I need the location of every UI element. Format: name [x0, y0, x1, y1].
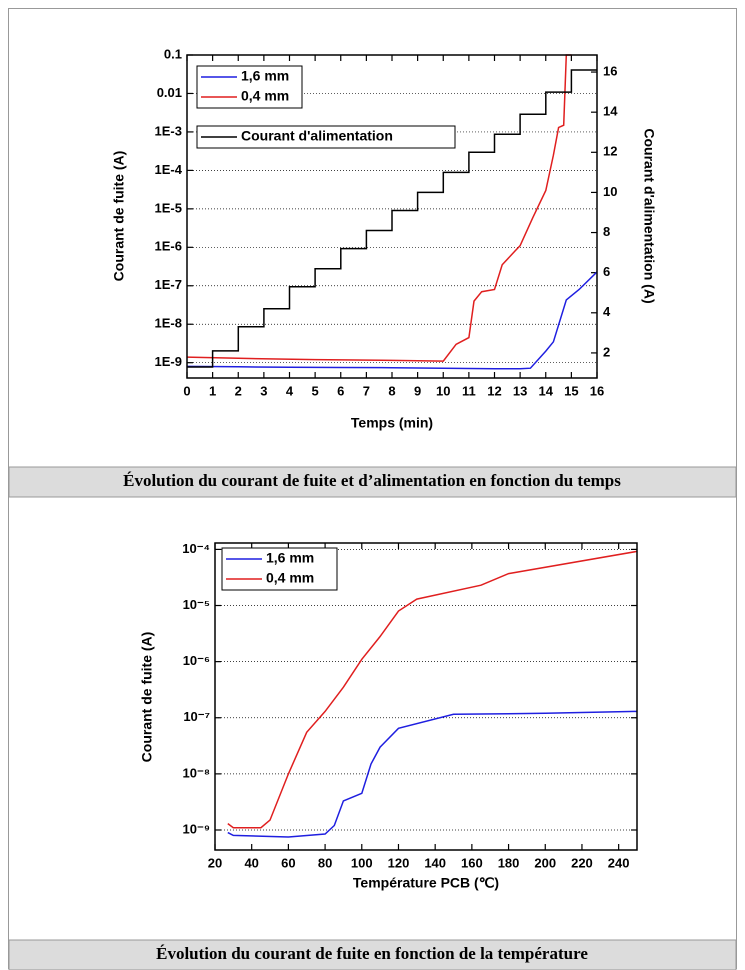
legend-label: 0,4 mm [241, 88, 289, 104]
x-tick-label: 2 [235, 383, 242, 398]
caption-bar [8, 939, 737, 970]
y-tick-label: 10⁻⁶ [183, 653, 210, 668]
y-tick-label: 1E-3 [155, 123, 182, 138]
y-tick-label: 10⁻⁸ [183, 765, 210, 780]
y-tick-label: 1E-7 [155, 277, 182, 292]
x-tick-label: 8 [388, 383, 395, 398]
y-tick-label: 10⁻⁴ [182, 541, 210, 556]
x-tick-label: 100 [351, 855, 373, 870]
x-tick-label: 5 [312, 383, 319, 398]
x-tick-label: 0 [183, 383, 190, 398]
y-tick-label: 0.01 [157, 85, 182, 100]
x-tick-label: 16 [590, 383, 604, 398]
y2-tick-label: 4 [603, 304, 611, 319]
legend-box [196, 65, 303, 109]
y2-tick-label: 8 [603, 224, 610, 239]
x-tick-label: 120 [388, 855, 410, 870]
x-tick-label: 40 [244, 855, 258, 870]
x-tick-label: 3 [260, 383, 267, 398]
series-line [227, 550, 637, 829]
x-tick-label: 9 [414, 383, 421, 398]
x-tick-label: 12 [487, 383, 501, 398]
y-tick-label: 10⁻⁵ [183, 597, 210, 612]
y-tick-label: 10⁻⁹ [183, 821, 211, 836]
x-tick-label: 200 [534, 855, 556, 870]
x-tick-label: 15 [564, 383, 578, 398]
x-tick-label: 220 [571, 855, 593, 870]
legend-box [221, 547, 338, 591]
y-tick-label: 1E-9 [155, 354, 182, 369]
y2-tick-label: 12 [603, 144, 617, 159]
x-tick-label: 20 [208, 855, 222, 870]
x-axis-label: Température PCB (℃) [353, 875, 499, 891]
legend-label: Courant d'alimentation [241, 128, 393, 144]
x-tick-label: 14 [539, 383, 554, 398]
series-line [227, 710, 637, 838]
x-tick-label: 13 [513, 383, 527, 398]
x-axis-label: Temps (min) [351, 415, 433, 431]
legend-box [196, 125, 456, 149]
y2-tick-label: 16 [603, 63, 617, 78]
x-tick-label: 240 [608, 855, 630, 870]
x-tick-label: 10 [436, 383, 450, 398]
series-line [187, 271, 597, 370]
x-tick-label: 140 [424, 855, 446, 870]
legend-label: 0,4 mm [266, 570, 314, 586]
y2-tick-label: 14 [603, 104, 618, 119]
x-tick-label: 7 [363, 383, 370, 398]
x-tick-label: 4 [286, 383, 294, 398]
y-tick-label: 1E-8 [155, 316, 182, 331]
x-tick-label: 60 [281, 855, 295, 870]
caption-bar [8, 466, 737, 498]
x-tick-label: 6 [337, 383, 344, 398]
y-tick-label: 0.1 [164, 46, 182, 61]
y-axis-label: Courant de fuite (A) [139, 632, 155, 763]
y2-axis-label: Courant d'alimentation (A) [641, 128, 657, 303]
y2-tick-label: 6 [603, 264, 610, 279]
y2-tick-label: 10 [603, 184, 617, 199]
y-axis-label: Courant de fuite (A) [111, 151, 127, 282]
y-tick-label: 1E-6 [155, 239, 182, 254]
plot-frame [214, 542, 638, 851]
series-line [187, 69, 597, 368]
legend-label: 1,6 mm [241, 68, 289, 84]
plot-frame [186, 54, 598, 379]
y-tick-label: 1E-4 [155, 162, 183, 177]
y2-tick-label: 2 [603, 344, 610, 359]
x-tick-label: 160 [461, 855, 483, 870]
x-tick-label: 180 [498, 855, 520, 870]
x-tick-label: 11 [462, 383, 476, 398]
caption: Évolution du courant de fuite et d’alime… [123, 471, 621, 490]
x-tick-label: 80 [318, 855, 332, 870]
caption: Évolution du courant de fuite en fonctio… [156, 944, 588, 963]
y-tick-label: 10⁻⁷ [183, 709, 210, 724]
y-tick-label: 1E-5 [155, 200, 182, 215]
x-tick-label: 1 [209, 383, 216, 398]
series-line [187, 54, 572, 362]
legend-label: 1,6 mm [266, 550, 314, 566]
